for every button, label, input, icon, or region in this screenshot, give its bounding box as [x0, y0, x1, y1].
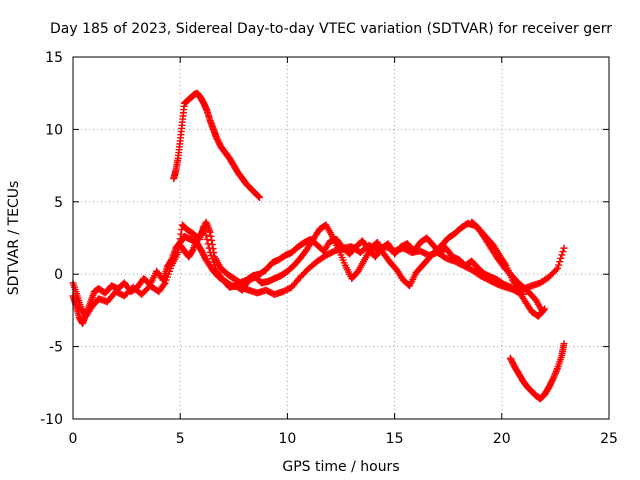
data-point [557, 254, 565, 262]
data-point [560, 244, 568, 252]
grid [73, 57, 609, 419]
data-point [519, 290, 527, 298]
data-point [552, 266, 560, 274]
x-tick-label: 15 [386, 431, 404, 447]
data-point [204, 240, 212, 248]
data-point [556, 258, 564, 266]
series-track-5 [506, 340, 568, 403]
x-tick-label: 20 [493, 431, 511, 447]
data-point [160, 280, 168, 288]
data-point [188, 247, 196, 255]
data-point [210, 249, 218, 257]
series-track-4 [170, 89, 264, 201]
y-tick-label: 15 [45, 50, 63, 66]
series-track-3 [176, 218, 527, 298]
data-point [255, 193, 263, 201]
y-axis-tick-labels: -10 -5 0 5 10 15 [40, 50, 63, 428]
data-point [539, 308, 547, 316]
y-axis-label: SDTVAR / TECUs [6, 181, 22, 296]
data-point [559, 248, 567, 256]
data-points [69, 89, 568, 403]
y-tick-label: 0 [54, 267, 63, 283]
chart-title: Day 185 of 2023, Sidereal Day-to-day VTE… [50, 21, 612, 37]
data-point [558, 251, 566, 259]
data-point [554, 264, 562, 272]
data-point [256, 193, 264, 201]
x-tick-label: 10 [278, 431, 296, 447]
data-point [177, 230, 185, 238]
x-tick-label: 0 [69, 431, 78, 447]
data-point [560, 340, 568, 348]
plot-area [72, 56, 610, 420]
data-point [208, 236, 216, 244]
data-point [254, 192, 262, 200]
data-point [203, 235, 211, 243]
data-point [208, 241, 216, 249]
y-tick-label: -5 [49, 340, 63, 356]
data-point [555, 261, 563, 269]
x-axis-label: GPS time / hours [282, 459, 399, 475]
y-tick-label: -10 [40, 412, 63, 428]
data-point [209, 245, 217, 253]
y-tick-label: 10 [45, 122, 63, 138]
x-tick-label: 5 [176, 431, 185, 447]
data-point [549, 376, 557, 384]
data-point [207, 232, 215, 240]
data-point [174, 248, 182, 256]
series-track-6 [468, 218, 547, 316]
data-point [176, 235, 184, 243]
axis-ticks [72, 56, 610, 420]
y-tick-label: 5 [54, 195, 63, 211]
x-tick-label: 25 [600, 431, 618, 447]
x-axis-tick-labels: 0 5 10 15 20 25 [69, 431, 618, 447]
data-point [206, 228, 214, 236]
